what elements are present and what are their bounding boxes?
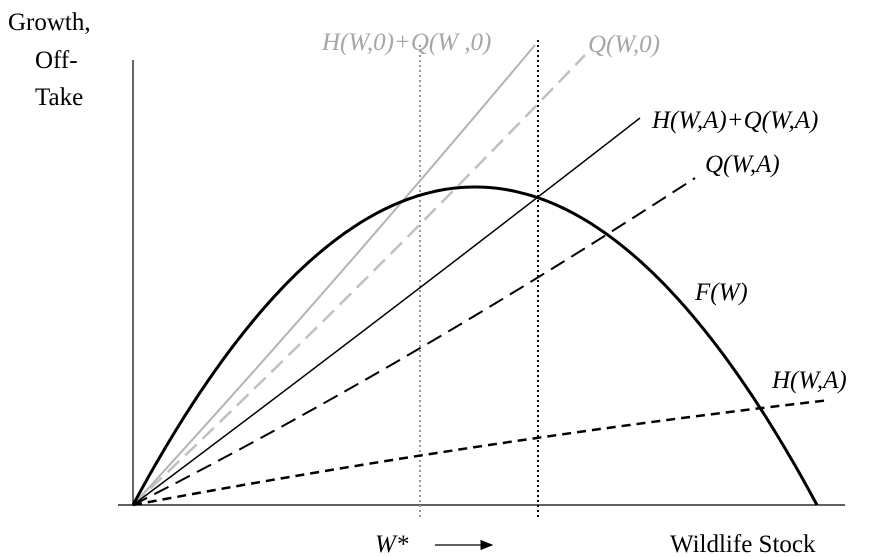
y-axis-label: Growth, bbox=[8, 9, 91, 36]
h0-plus-q0-curve bbox=[132, 44, 536, 506]
curve-label: F(W) bbox=[694, 279, 748, 306]
curve-label: Q(W,0) bbox=[588, 31, 660, 58]
q0-curve bbox=[132, 54, 586, 506]
h-curve bbox=[132, 398, 831, 507]
f-curve bbox=[131, 185, 819, 506]
marker-label: W* bbox=[375, 531, 409, 557]
curve-label: H(W,0)+Q(W ,0) bbox=[321, 29, 491, 56]
q-curve bbox=[132, 177, 696, 506]
curve-label: H(W,A)+Q(W,A) bbox=[651, 107, 818, 134]
h-plus-q-curve bbox=[132, 117, 641, 506]
y-axis-label: Off- bbox=[35, 47, 78, 74]
curve-label: H(W,A) bbox=[771, 367, 847, 394]
y-axis-label: Take bbox=[35, 84, 83, 111]
x-axis-label: Wildlife Stock bbox=[670, 531, 816, 557]
curve-label: Q(W,A) bbox=[705, 151, 780, 178]
